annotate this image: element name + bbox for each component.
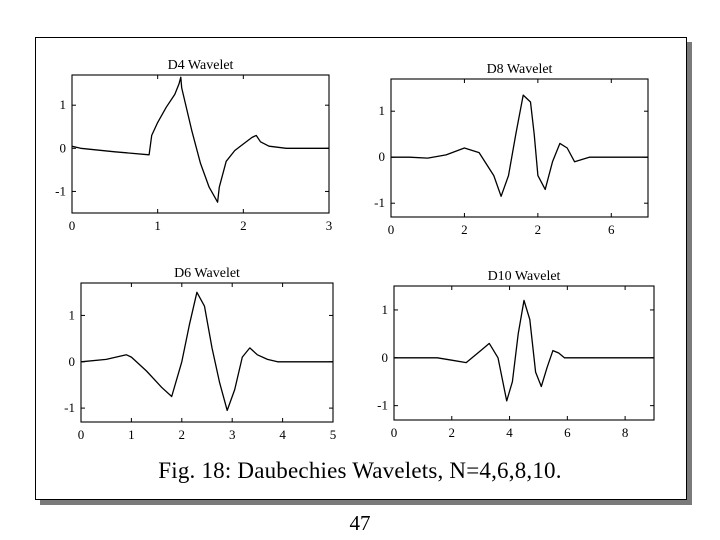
plot1-ytick-label: 0 [60,140,67,155]
plot3-xtick-label: 1 [128,427,135,442]
plot4-ytick-label: 0 [382,350,389,365]
plot4-xtick-label: 2 [449,425,456,440]
plot4-xtick-label: 0 [391,425,398,440]
plot1-ytick-label: -1 [55,183,66,198]
plot3-ytick-label: -1 [64,400,75,415]
plot3-xtick-label: 0 [78,427,85,442]
plot2-title: D8 Wavelet [487,62,553,77]
plot4-wavelet-curve [394,299,654,402]
plot3-xtick-label: 5 [330,427,337,442]
plot2-xtick-label: 6 [608,222,615,237]
plot4-xtick-label: 6 [564,425,571,440]
plot4-title: D10 Wavelet [488,269,561,284]
plot2-xtick-label: 2 [461,222,468,237]
plot4-ytick-label: 1 [382,302,389,317]
plot4-frame [393,285,655,421]
plot2-ytick-label: 1 [379,103,386,118]
plot4-xtick-label: 4 [506,425,513,440]
plot1-xtick-label: 1 [154,218,161,233]
plot1-xtick-label: 2 [240,218,247,233]
plot3-ytick-label: 1 [69,307,76,322]
plot3-wavelet-curve [80,291,333,412]
plot2-wavelet-curve [391,94,648,197]
plot2-ytick-label: -1 [374,195,385,210]
plot2-xtick-label: 0 [388,222,395,237]
figure-panel: D4 Wavelet 0 1 2 3 1 0 -1 D8 Wavelet 0 2 2 6 1 0 -1 D6 W… [35,37,687,500]
plot2-ytick-label: 0 [379,149,386,164]
plot1-xtick-label: 3 [326,218,333,233]
plot2-frame [390,78,649,218]
figure-caption: Fig. 18: Daubechies Wavelets, N=4,6,8,10… [158,458,562,483]
plot3-xtick-label: 3 [229,427,236,442]
plot1-wavelet-curve [71,76,329,203]
plot3-ytick-label: 0 [69,354,76,369]
plot4-ytick-label: -1 [377,398,388,413]
plot3-xtick-label: 4 [279,427,286,442]
page-number: 47 [349,511,371,535]
plot1-frame [71,74,330,214]
plot1-ytick-label: 1 [60,97,67,112]
plot4-xtick-label: 8 [622,425,629,440]
plot3-xtick-label: 2 [179,427,186,442]
plot2-xtick-label: 2 [535,222,542,237]
plot3-title: D6 Wavelet [174,266,240,281]
plot1-xtick-label: 0 [69,218,76,233]
plot1-title: D4 Wavelet [168,58,234,73]
plot3-frame [80,282,334,423]
